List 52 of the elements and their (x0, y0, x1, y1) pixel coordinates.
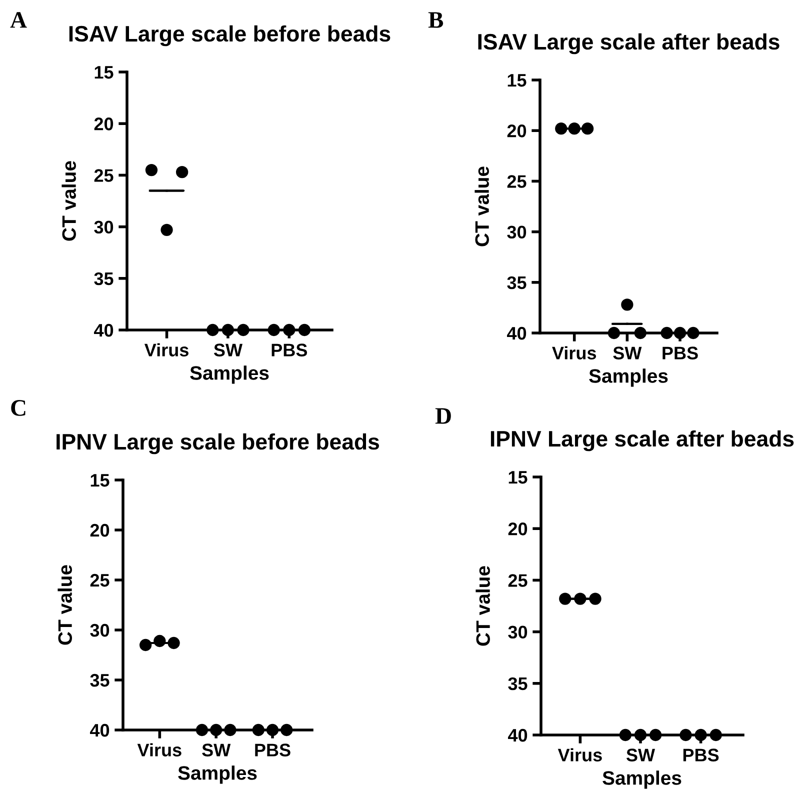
y-tick-label: 30 (94, 220, 114, 234)
text: B (428, 12, 444, 28)
y-tick-label: 25 (90, 574, 110, 587)
y-tick-label: 30 (508, 626, 528, 639)
text: A (10, 12, 27, 28)
y-tick-label: 20 (94, 118, 114, 130)
y-tick-label: 30 (90, 624, 110, 637)
chart-title: ISAV Large scale after beads (478, 33, 780, 54)
x-tick-label: PBS (683, 748, 719, 762)
y-tick-label: 15 (508, 74, 526, 87)
x-axis-title: Samples (602, 770, 682, 789)
chart-title: IPNV Large scale after beads (490, 430, 794, 452)
chart-title: IPNV Large scale before beads (56, 433, 380, 454)
x-tick-label: PBS (255, 744, 290, 756)
y-tick-label: 20 (508, 522, 528, 536)
y-axis-title: CT value (58, 565, 72, 645)
y-tick-label: 35 (508, 677, 528, 690)
x-tick-label: SW (214, 344, 242, 356)
y-axis-title: CT value (476, 566, 490, 646)
y-tick-label: 35 (94, 272, 114, 286)
y-tick-label: 25 (94, 169, 114, 182)
y-tick-label: 40 (508, 728, 528, 742)
chart-title: ISAV Large scale before beads (69, 25, 390, 46)
y-axis-title: CT value (474, 166, 489, 246)
y-tick-label: 25 (507, 175, 526, 188)
x-axis-title: Samples (190, 366, 269, 384)
x-axis-title: Samples (589, 368, 668, 387)
y-tick-label: 30 (507, 226, 526, 239)
x-tick-label: Virus (552, 346, 596, 360)
y-tick-label: 25 (508, 574, 528, 587)
x-tick-label: Virus (558, 748, 602, 762)
x-axis-title: Samples (178, 766, 257, 784)
y-tick-label: 15 (90, 474, 110, 487)
y-tick-label: 15 (508, 471, 528, 484)
text: C (11, 400, 26, 416)
y-tick-label: 40 (90, 724, 110, 737)
x-tick-label: Virus (137, 743, 182, 756)
y-tick-label: 20 (507, 124, 526, 138)
x-tick-label: PBS (662, 346, 698, 360)
y-tick-label: 20 (90, 524, 110, 537)
x-tick-label: SW (613, 346, 642, 360)
x-tick-label: Virus (144, 343, 188, 356)
text: D (435, 408, 451, 424)
x-tick-label: PBS (272, 344, 308, 356)
y-tick-label: 35 (90, 674, 110, 687)
x-tick-label: SW (626, 748, 656, 762)
y-axis-title: CT value (62, 161, 76, 241)
x-tick-label: SW (202, 744, 231, 756)
y-tick-label: 35 (507, 276, 526, 290)
y-tick-label: 40 (507, 326, 526, 340)
y-tick-label: 40 (94, 324, 114, 337)
y-tick-label: 15 (94, 66, 114, 79)
